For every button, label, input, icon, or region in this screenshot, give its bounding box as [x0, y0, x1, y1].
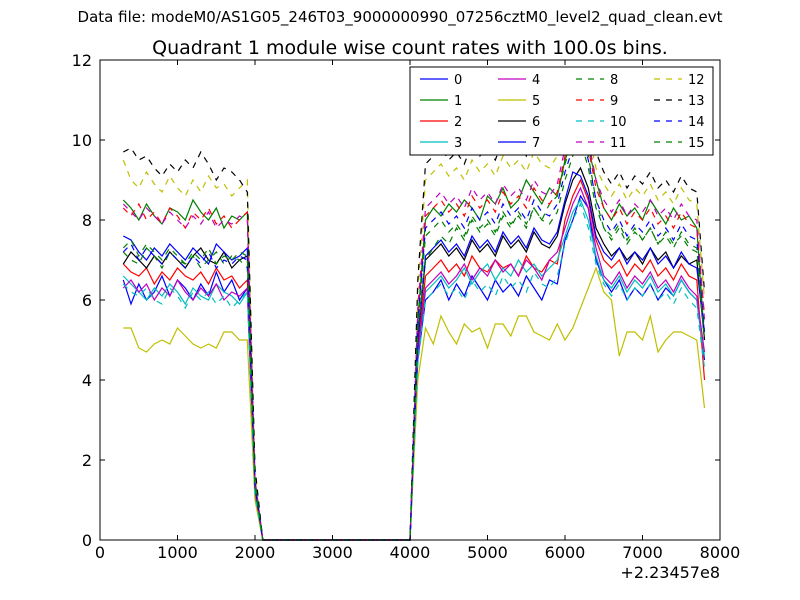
legend-label-0: 0 [454, 73, 462, 88]
x-tick-label-0: 0 [95, 543, 105, 562]
x-tick-label-3: 3000 [312, 543, 353, 562]
series-line-13 [123, 87, 706, 541]
series-line-0 [122, 194, 706, 541]
legend-label-8: 8 [610, 73, 618, 88]
series-line-15 [122, 138, 706, 541]
series-line-14 [122, 130, 706, 541]
legend-label-7: 7 [532, 136, 540, 151]
legend-label-14: 14 [688, 115, 705, 130]
series-line-12 [122, 106, 706, 541]
x-tick-label-5: 5000 [467, 543, 508, 562]
x-tick-label-2: 2000 [235, 543, 276, 562]
legend-label-10: 10 [610, 115, 627, 130]
series-line-11 [122, 110, 706, 541]
series-line-8 [122, 122, 706, 541]
x-offset-label: +2.23457e8 [620, 563, 720, 582]
legend-label-9: 9 [610, 94, 618, 109]
legend-label-6: 6 [532, 115, 540, 130]
x-tick-label-7: 7000 [622, 543, 663, 562]
series-line-4 [122, 186, 706, 541]
legend-label-3: 3 [454, 136, 462, 151]
legend-label-15: 15 [688, 136, 705, 151]
legend-label-5: 5 [532, 94, 540, 109]
x-tick-label-4: 4000 [390, 543, 431, 562]
chart-title: Quadrant 1 module wise count rates with … [152, 37, 668, 59]
legend-label-2: 2 [454, 115, 462, 130]
series-line-5 [123, 266, 706, 541]
y-tick-label-4: 8 [82, 211, 92, 230]
legend-label-13: 13 [688, 94, 705, 109]
series-line-6 [122, 166, 706, 541]
y-tick-label-3: 6 [82, 291, 92, 310]
series-line-1 [122, 126, 706, 541]
legend-label-11: 11 [610, 136, 627, 151]
figure-suptitle: Data file: modeM0/AS1G05_246T03_90000009… [77, 8, 723, 26]
series-layer [122, 87, 706, 541]
y-tick-label-6: 12 [72, 51, 92, 70]
series-line-2 [122, 178, 706, 541]
x-tick-label-1: 1000 [157, 543, 198, 562]
y-tick-label-1: 2 [82, 451, 92, 470]
x-tick-label-8: 8000 [700, 543, 741, 562]
y-tick-label-5: 10 [72, 131, 92, 150]
axes-layer: 0 1000 2000 3000 4000 5000 6000 7000 80000246810… [72, 51, 741, 562]
legend-label-12: 12 [688, 73, 705, 88]
legend-box [409, 66, 714, 156]
series-line-10 [122, 202, 706, 541]
legend-label-4: 4 [532, 73, 540, 88]
legend-label-1: 1 [454, 94, 462, 109]
x-tick-label-6: 6000 [545, 543, 586, 562]
y-tick-label-0: 0 [82, 531, 92, 550]
series-line-9 [122, 99, 706, 541]
y-tick-label-2: 4 [82, 371, 92, 390]
